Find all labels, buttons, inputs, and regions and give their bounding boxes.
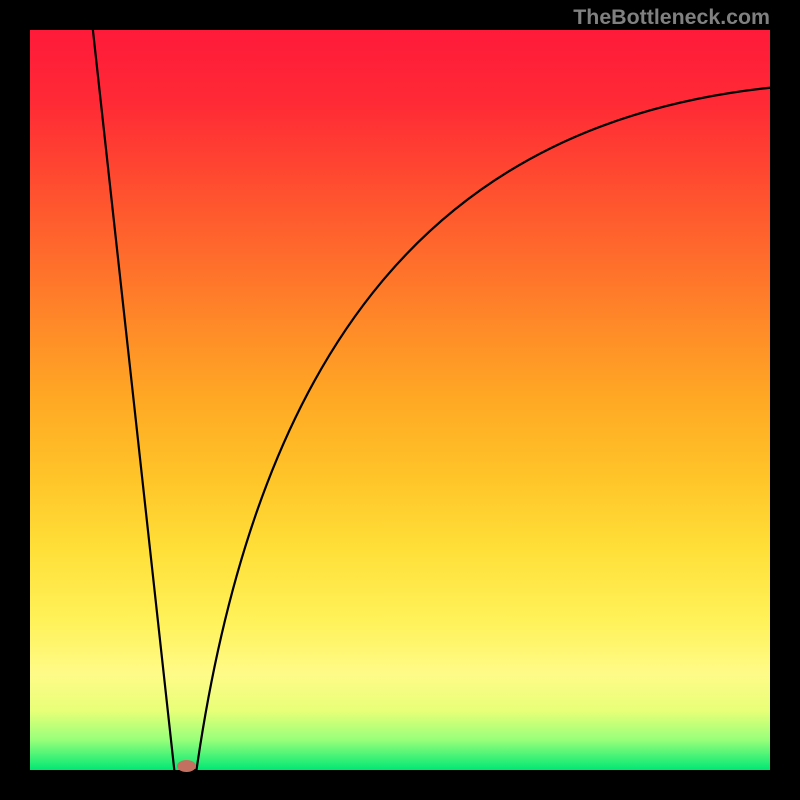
chart-container: TheBottleneck.com bbox=[0, 0, 800, 800]
curve-overlay bbox=[30, 30, 770, 770]
optimal-marker bbox=[177, 760, 196, 772]
curve-path bbox=[93, 30, 174, 770]
curve-path bbox=[197, 88, 771, 770]
plot-area bbox=[30, 30, 770, 770]
watermark-text: TheBottleneck.com bbox=[573, 5, 770, 30]
